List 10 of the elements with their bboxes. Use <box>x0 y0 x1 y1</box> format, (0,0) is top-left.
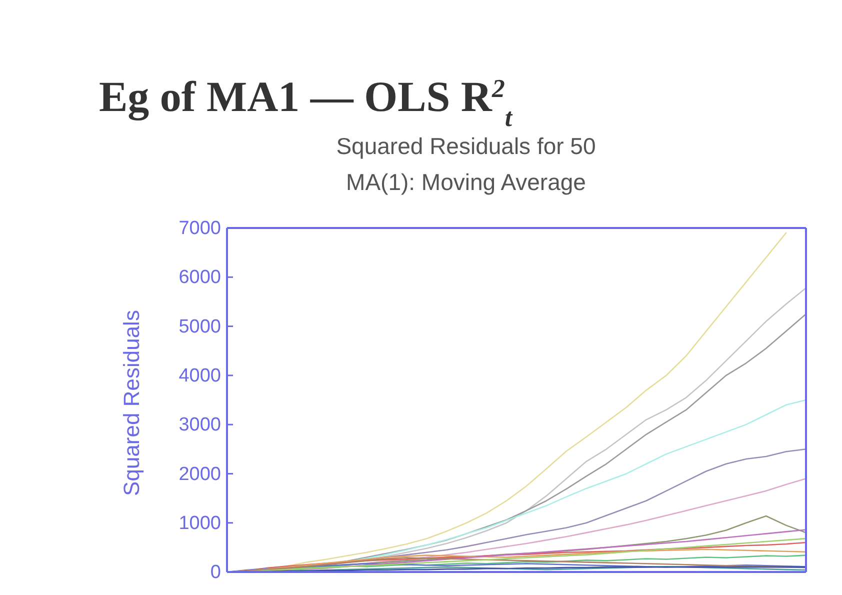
y-tick-label: 1000 <box>178 512 221 534</box>
y-axis-title: Squared Residuals <box>119 310 144 496</box>
chart-subtitle: Squared Residuals for 50 MA(1): Moving Average <box>336 133 596 195</box>
y-tick-label: 3000 <box>178 414 221 436</box>
y-tick-label: 2000 <box>178 464 221 485</box>
y-tick-label: 5000 <box>178 316 221 338</box>
y-tick-label: 4000 <box>178 366 221 387</box>
y-tick-label: 0 <box>210 562 221 584</box>
y-tick-label: 6000 <box>178 267 221 288</box>
y-tick-label: 7000 <box>178 218 221 240</box>
